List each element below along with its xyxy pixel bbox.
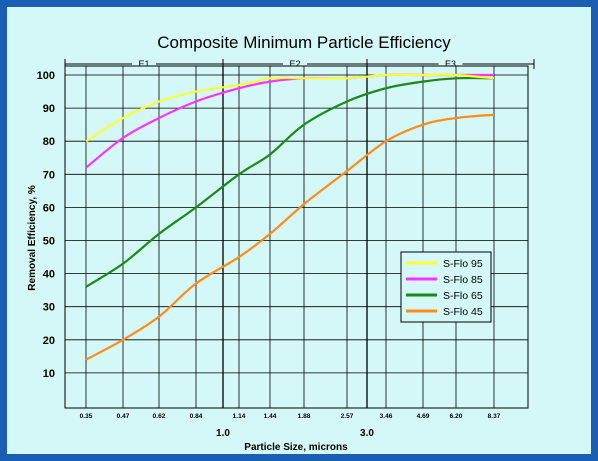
legend-label: S-Flo 45 xyxy=(443,306,483,318)
legend-label: S-Flo 85 xyxy=(443,274,483,286)
y-tick-label: 80 xyxy=(43,136,55,148)
range-label: E2 xyxy=(289,59,300,69)
x-tick-label: 1.44 xyxy=(264,413,277,420)
y-tick-label: 100 xyxy=(37,70,55,82)
series-line xyxy=(85,76,495,288)
range-label: E3 xyxy=(445,59,456,69)
y-tick-label: 30 xyxy=(43,302,55,314)
series-line xyxy=(85,73,495,143)
x-tick-label: 2.57 xyxy=(341,413,354,420)
legend: S-Flo 95 S-Flo 85 S-Flo 65 S-Flo 45 xyxy=(400,251,492,323)
grid xyxy=(65,66,528,408)
x-major-label: 3.0 xyxy=(360,428,374,439)
x-tick-label: 0.47 xyxy=(117,413,130,420)
plot-area xyxy=(64,65,529,409)
series-line xyxy=(85,113,495,361)
y-tick-label: 50 xyxy=(43,236,55,248)
y-axis-label: Removal Efficiency, % xyxy=(27,185,38,291)
x-axis-label: Particle Size, microns xyxy=(244,442,348,453)
x-tick-label: 1.14 xyxy=(233,413,246,420)
range-label-bg xyxy=(132,58,156,69)
x-tick-label: 3.46 xyxy=(380,413,393,420)
x-tick-label: 6.20 xyxy=(450,413,463,420)
y-tick-label: 40 xyxy=(43,269,55,281)
chart-title: Composite Minimum Particle Efficiency xyxy=(157,33,451,52)
x-tick-label: 1.88 xyxy=(298,413,311,420)
y-tick-labels: 10 20 30 40 50 60 70 80 90 100 xyxy=(37,70,55,380)
range-label-bg xyxy=(438,58,463,69)
y-tick-label: 70 xyxy=(43,169,55,181)
y-tick-label: 20 xyxy=(43,335,55,347)
y-tick-label: 90 xyxy=(43,103,55,115)
legend-label: S-Flo 95 xyxy=(443,258,483,270)
series-lines xyxy=(85,73,495,361)
x-tick-label: 4.69 xyxy=(417,413,430,420)
range-label-bg xyxy=(283,58,307,69)
range-label: E1 xyxy=(138,59,149,69)
x-tick-label: 0.84 xyxy=(190,413,203,420)
y-tick-label: 60 xyxy=(43,202,55,214)
y-tick-label: 10 xyxy=(43,368,55,380)
x-tick-labels: 0.35 0.47 0.62 0.84 1.14 1.44 1.88 2.57 3.46 4.69… xyxy=(80,413,501,439)
x-tick-label: 0.62 xyxy=(153,413,166,420)
x-major-label: 1.0 xyxy=(216,428,230,439)
range-bar: E1 E2 E3 xyxy=(64,58,535,69)
x-tick-label: 0.35 xyxy=(80,413,93,420)
legend-label: S-Flo 65 xyxy=(443,290,483,302)
x-tick-label: 8.37 xyxy=(488,413,501,420)
